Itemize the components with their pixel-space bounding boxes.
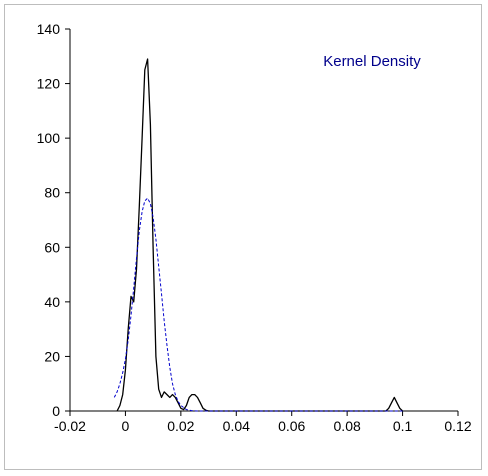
x-tick-label: 0.08 bbox=[334, 418, 361, 434]
y-tick-label: 0 bbox=[52, 403, 60, 419]
x-tick-label: 0.02 bbox=[167, 418, 194, 434]
y-tick-label: 100 bbox=[37, 130, 61, 146]
x-tick-label: 0.1 bbox=[393, 418, 413, 434]
series-layer bbox=[113, 58, 404, 412]
y-tick-label: 80 bbox=[44, 185, 60, 201]
x-tick-label: 0.06 bbox=[278, 418, 305, 434]
y-tick-label: 60 bbox=[44, 239, 60, 255]
x-tick-label: 0.12 bbox=[444, 418, 471, 434]
y-tick-label: 140 bbox=[37, 21, 61, 37]
y-tick-label: 120 bbox=[37, 76, 61, 92]
chart-frame bbox=[4, 4, 482, 470]
x-tick-label: 0 bbox=[122, 418, 130, 434]
kernel-density-line bbox=[116, 58, 404, 412]
x-tick-label: -0.02 bbox=[54, 418, 86, 434]
y-tick-label: 20 bbox=[44, 348, 60, 364]
legend-label: Kernel Density bbox=[323, 53, 421, 70]
x-tick-label: 0.04 bbox=[223, 418, 250, 434]
y-tick-label: 40 bbox=[44, 294, 60, 310]
normal-density-line bbox=[113, 197, 403, 412]
axes: -0.02 0 0.02 0.04 0.06 0.08 0.1 0.1202040608010… bbox=[37, 21, 472, 434]
